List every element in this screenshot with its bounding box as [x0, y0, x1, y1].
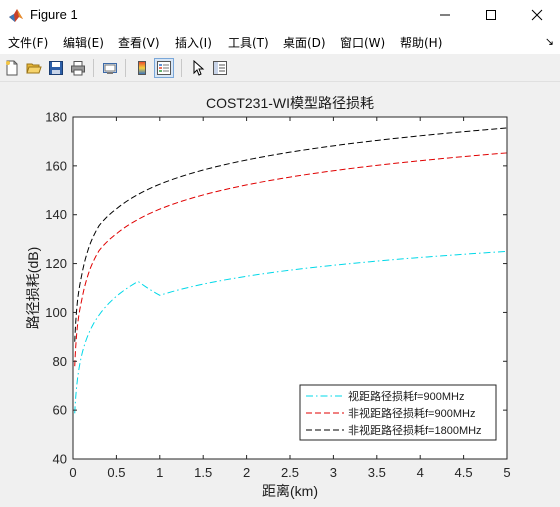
dock-arrow-icon[interactable]: ↘: [544, 35, 554, 48]
property-inspector-icon: [213, 61, 227, 75]
new-figure-button[interactable]: [2, 58, 22, 78]
menu-desktop[interactable]: 桌面(D): [283, 36, 326, 50]
y-tick-label: 120: [45, 256, 67, 271]
window-title: Figure 1: [30, 7, 78, 22]
close-icon: [531, 9, 543, 21]
edit-plot-button[interactable]: [188, 58, 208, 78]
y-tick-label: 100: [45, 305, 67, 320]
menu-file[interactable]: 文件(F): [8, 36, 49, 50]
x-tick-label: 0: [69, 465, 76, 480]
toolbar: [0, 54, 560, 82]
menu-edit[interactable]: 编辑(E): [63, 36, 104, 50]
new-file-icon: [6, 60, 18, 76]
legend-label: 非视距路径损耗f=900MHz: [348, 406, 475, 420]
close-button[interactable]: [514, 0, 560, 30]
pointer-icon: [193, 60, 205, 76]
series-group: [74, 127, 508, 414]
property-inspector-button[interactable]: [210, 58, 230, 78]
matlab-logo-icon: [8, 7, 24, 23]
link-plot-icon: [103, 63, 117, 74]
figure-canvas: COST231-WI模型路径损耗 0 0.5 1 1.5 2 2.5 3 3.5 4 4.5 5 4…: [0, 83, 560, 503]
save-figure-button[interactable]: [46, 58, 66, 78]
menu-insert[interactable]: 插入(I): [175, 36, 212, 50]
folder-open-icon: [26, 63, 42, 74]
toolbar-separator: [125, 59, 126, 77]
minimize-icon: [440, 14, 450, 16]
x-tick-label: 5: [503, 465, 510, 480]
x-tick-label: 0.5: [107, 465, 125, 480]
maximize-icon: [486, 10, 496, 20]
x-tick-label: 3: [330, 465, 337, 480]
insert-colorbar-button[interactable]: [132, 58, 152, 78]
toolbar-separator: [181, 59, 182, 77]
y-tick-label: 80: [53, 354, 67, 369]
legend-label: 视距路径损耗f=900MHz: [348, 389, 464, 403]
insert-legend-button[interactable]: [154, 58, 174, 78]
maximize-button[interactable]: [468, 0, 514, 30]
colorbar-icon: [138, 61, 146, 75]
y-axis: 40 60 80 100 120 140 160 180: [45, 110, 507, 467]
series-line: [74, 127, 508, 342]
chart-title: COST231-WI模型路径损耗: [206, 95, 374, 111]
y-tick-label: 180: [45, 110, 67, 125]
legend-icon: [157, 61, 171, 75]
printer-icon: [71, 61, 85, 76]
x-tick-label: 4.5: [455, 465, 473, 480]
menu-view[interactable]: 查看(V): [118, 36, 160, 50]
title-bar: Figure 1: [0, 0, 560, 30]
menu-help[interactable]: 帮助(H): [400, 36, 443, 50]
x-tick-label: 4: [417, 465, 424, 480]
y-tick-label: 160: [45, 158, 67, 173]
open-file-button[interactable]: [24, 58, 44, 78]
legend[interactable]: 视距路径损耗f=900MHz 非视距路径损耗f=900MHz 非视距路径损耗f=18…: [299, 384, 497, 441]
legend-label: 非视距路径损耗f=1800MHz: [348, 423, 482, 437]
y-axis-label: 路径损耗(dB): [25, 247, 41, 329]
y-tick-label: 40: [53, 452, 67, 467]
print-figure-button[interactable]: [68, 58, 88, 78]
series-line: [74, 152, 508, 367]
menu-bar: 文件(F) 编辑(E) 查看(V) 插入(I) 工具(T) 桌面(D) 窗口(W…: [0, 30, 560, 54]
save-icon: [49, 61, 63, 75]
x-tick-label: 2: [243, 465, 250, 480]
x-tick-label: 1: [156, 465, 163, 480]
menu-tools[interactable]: 工具(T): [228, 36, 269, 50]
x-tick-label: 2.5: [281, 465, 299, 480]
y-tick-label: 140: [45, 207, 67, 222]
x-tick-label: 3.5: [368, 465, 386, 480]
link-plot-button[interactable]: [100, 58, 120, 78]
series-line: [74, 250, 508, 414]
toolbar-separator: [93, 59, 94, 77]
menu-window[interactable]: 窗口(W): [340, 36, 386, 50]
y-tick-label: 60: [53, 403, 67, 418]
chart: COST231-WI模型路径损耗 0 0.5 1 1.5 2 2.5 3 3.5 4 4.5 5 4…: [25, 95, 511, 499]
legend-box: [299, 384, 497, 441]
x-tick-label: 1.5: [194, 465, 212, 480]
x-axis: 0 0.5 1 1.5 2 2.5 3 3.5 4 4.5 5: [69, 117, 511, 480]
minimize-button[interactable]: [422, 0, 468, 30]
x-axis-label: 距离(km): [262, 483, 318, 499]
